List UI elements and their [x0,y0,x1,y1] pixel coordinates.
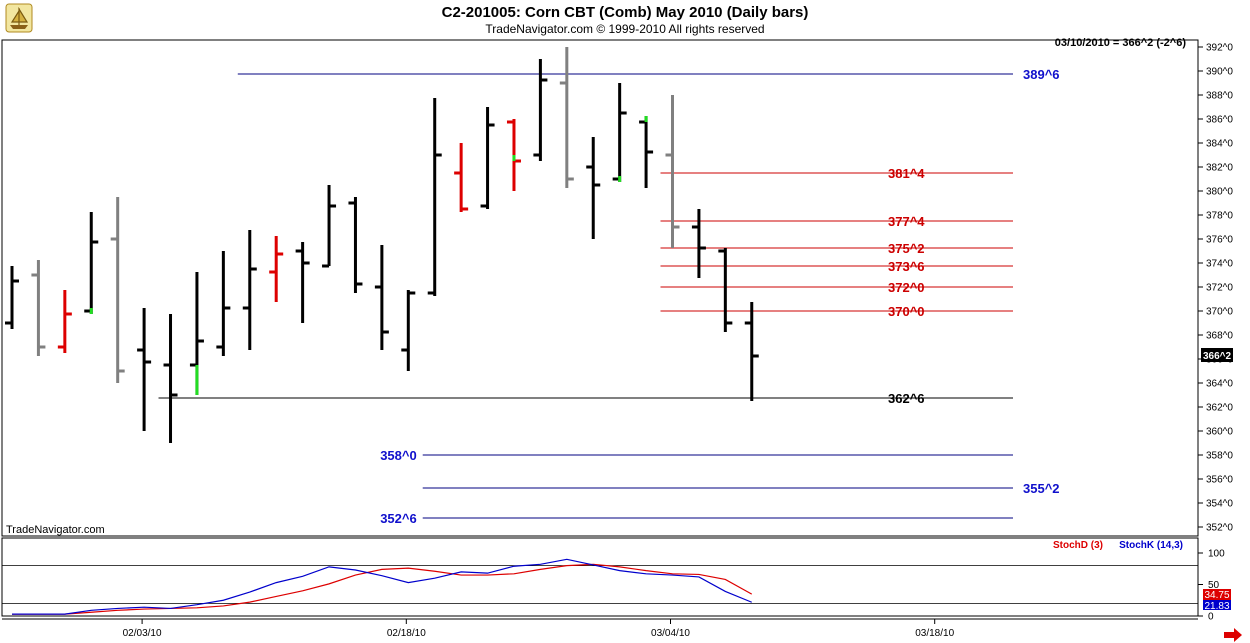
ohlc-bar [216,251,231,356]
level-label: 377^4 [888,214,925,229]
date-axis: 02/03/10 02/18/10 03/04/10 03/18/10 [2,618,1198,639]
price-tick-label: 372^0 [1206,283,1233,294]
ohlc-bar [454,143,469,212]
legend-stochd: StochD (3) [1053,540,1103,551]
price-tick-label: 356^0 [1206,475,1233,486]
price-tick-label: 368^0 [1206,331,1233,342]
level-label: 389^6 [1023,67,1060,82]
ohlc-bar [163,314,178,443]
price-bars [5,47,759,443]
price-tick-label: 392^0 [1206,43,1233,54]
ohlc-bar [5,266,19,329]
ohlc-bar [718,248,733,332]
date-tick-label: 03/04/10 [651,628,690,639]
price-tick-label: 384^0 [1206,139,1233,150]
level-label: 352^6 [380,511,417,526]
price-tick-label: 374^0 [1206,259,1233,270]
level-label: 381^4 [888,166,925,181]
stoch-series-line [12,558,752,615]
ohlc-bar [348,197,363,293]
ohlc-bar [665,95,680,248]
level-label: 372^0 [888,280,925,295]
stochd-last-value: 34.75 [1204,590,1229,601]
price-tick-label: 354^0 [1206,499,1233,510]
stochd-last-badge: 34.75 [1203,589,1231,601]
level-label: 375^2 [888,241,925,256]
price-tick-label: 386^0 [1206,115,1233,126]
level-label: 355^2 [1023,481,1060,496]
ohlc-bar [110,197,125,383]
watermark-text: TradeNavigator.com [6,524,105,536]
price-tick-label: 382^0 [1206,163,1233,174]
stochk-last-value: 21.83 [1204,601,1229,612]
ohlc-bar [744,302,759,401]
stoch-series-line [12,563,753,615]
price-tick-label: 370^0 [1206,307,1233,318]
stochk-last-badge: 21.83 [1203,600,1231,612]
ohlc-bar [31,260,46,356]
price-tick-label: 362^0 [1206,403,1233,414]
price-tick-label: 390^0 [1206,67,1233,78]
ohlc-bar [427,98,442,296]
last-value-readout: 03/10/2010 = 366^2 (-2^6) [1055,37,1187,49]
price-tick-label: 352^0 [1206,523,1233,534]
stochastic-panel [1,537,1199,617]
price-tick-label: 376^0 [1206,235,1233,246]
ohlc-bar [559,47,574,188]
ohlc-bar [374,245,389,350]
price-tick-label: 364^0 [1206,379,1233,390]
ohlc-bar [586,137,601,239]
level-label: 362^6 [888,391,925,406]
date-tick-label: 02/03/10 [123,628,162,639]
price-axis: 352^0354^0356^0358^0360^0362^0364^0366^0… [1198,43,1233,534]
ohlc-bar [269,236,284,302]
ohlc-bar [242,230,257,350]
last-price-label: 366^2 [1203,351,1232,362]
logo-icon[interactable] [5,3,33,33]
support-resistance-levels: 389^6 381^4 377^4 375^2 373^6 372^0 370^0 362^6… [158,67,1060,526]
price-tick-label: 358^0 [1206,451,1233,462]
stoch-tick-label: 50 [1208,580,1220,591]
level-label: 373^6 [888,259,925,274]
stoch-tick-label: 0 [1208,612,1214,623]
scroll-right-icon[interactable] [1224,628,1242,642]
legend-stochk: StochK (14,3) [1119,540,1183,551]
level-label: 370^0 [888,304,925,319]
price-tick-label: 378^0 [1206,211,1233,222]
price-tick-label: 388^0 [1206,91,1233,102]
price-tick-label: 380^0 [1206,187,1233,198]
price-tick-label: 360^0 [1206,427,1233,438]
ohlc-bar [480,107,495,209]
ohlc-bar [137,308,152,431]
last-price-marker: 366^2 [1201,348,1233,362]
ohlc-bar [295,242,310,323]
stochastic-lines [12,558,753,615]
level-label: 358^0 [380,448,417,463]
chart-title: C2-201005: Corn CBT (Comb) May 2010 (Dai… [442,4,809,21]
ohlc-bar [322,185,337,268]
ohlc-bar [533,59,548,161]
date-tick-label: 03/18/10 [915,628,954,639]
ohlc-bar [57,290,72,353]
ohlc-bar [401,290,416,371]
ohlc-bar [691,209,706,278]
date-tick-label: 02/18/10 [387,628,426,639]
stoch-tick-label: 100 [1208,549,1225,560]
copyright-text: TradeNavigator.com © 1999-2010 All right… [485,22,764,36]
